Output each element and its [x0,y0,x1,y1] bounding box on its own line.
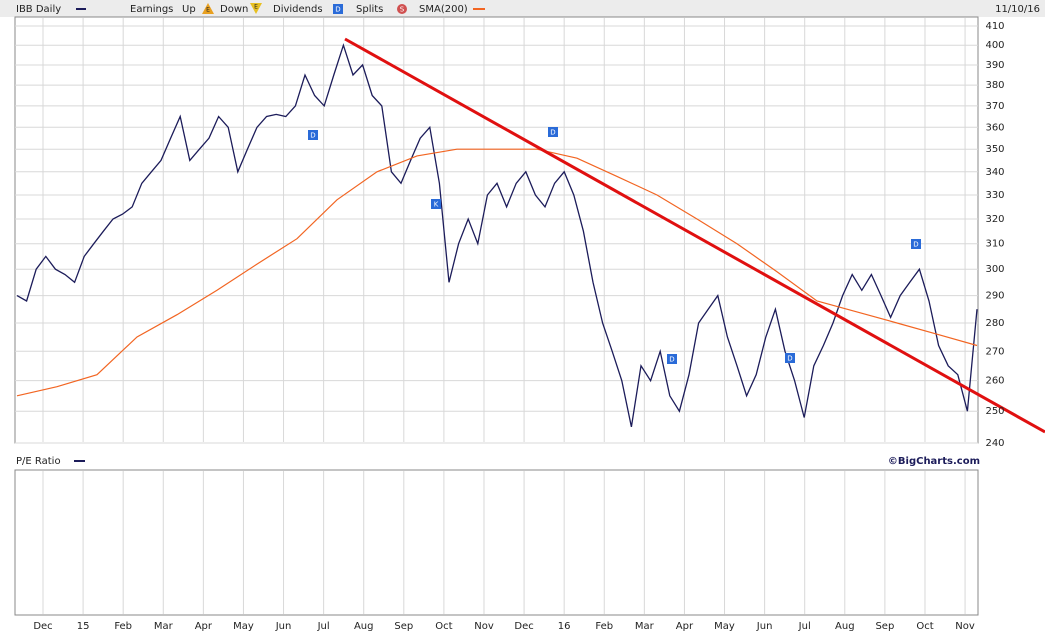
main-panel [14,16,979,444]
x-tick-label: Dec [514,621,533,632]
y-tick-label: 260 [985,376,1004,387]
dividend-icon [333,4,343,14]
dividend-marker-letter: D [787,355,792,363]
dividend-icon-letter: D [335,6,340,14]
title: IBB Daily [16,4,61,15]
y-tick-label: 270 [985,346,1004,357]
dividend-marker-letter: D [310,132,315,140]
split-icon-letter: S [400,6,405,14]
lower-panel [14,469,979,616]
x-tick-label: Feb [595,621,613,632]
x-tick-label: Apr [676,621,694,632]
up-icon-letter: E [206,7,210,14]
x-tick-label: Jul [798,621,811,632]
dividend-marker [548,127,558,137]
y-tick-label: 400 [985,40,1004,51]
x-tick-label: Feb [114,621,132,632]
x-tick-label: Oct [435,621,452,632]
dividend-marker [667,354,677,364]
x-tick-label: Dec [33,621,52,632]
y-tick-label: 300 [985,264,1004,275]
legend-splits: Splits [356,4,383,15]
y-tick-label: 410 [985,21,1004,32]
x-tick-label: Oct [916,621,933,632]
y-tick-label: 290 [985,291,1004,302]
x-tick-label: May [714,621,735,632]
price-line [16,43,978,428]
dividend-marker [431,199,441,209]
y-tick-label: 250 [985,406,1004,417]
y-tick-label: 350 [985,144,1004,155]
x-tick-label: Apr [195,621,213,632]
x-tick-label: Sep [875,621,894,632]
dividend-marker [785,353,795,363]
date: 11/10/16 [995,4,1040,15]
trend-line [344,37,1045,434]
x-tick-label: Aug [835,621,855,632]
x-tick-label: Mar [635,621,655,632]
x-tick-label: Mar [154,621,174,632]
credit: ©BigCharts.com [888,456,980,467]
dividend-marker-letter: D [550,129,555,137]
y-tick-label: 240 [985,438,1004,449]
legend-dividends: Dividends [273,4,323,15]
y-tick-label: 340 [985,167,1004,178]
legend-up: Up [182,4,196,15]
x-tick-label: Nov [955,621,975,632]
legend-down: Down [220,4,248,15]
legend-earnings: Earnings [130,4,173,15]
x-tick-label: Jun [275,621,292,632]
x-tick-label: Nov [474,621,494,632]
y-tick-label: 320 [985,214,1004,225]
y-tick-label: 360 [985,122,1004,133]
x-tick-label: Jul [317,621,330,632]
dividend-marker-letter: D [669,356,674,364]
y-tick-label: 370 [985,101,1004,112]
y-tick-label: 310 [985,239,1004,250]
x-tick-label: 16 [558,621,571,632]
y-tick-label: 280 [985,318,1004,329]
x-tick-label: Sep [394,621,413,632]
down-icon [250,3,262,14]
lower-title: P/E Ratio [16,456,61,467]
x-tick-label: May [233,621,254,632]
x-tick-label: Jun [756,621,773,632]
up-icon [202,3,214,14]
legend-sma: SMA(200) [419,4,468,15]
dividend-marker [911,239,921,249]
x-tick-label: 15 [77,621,90,632]
y-tick-label: 390 [985,60,1004,71]
dividend-marker-letter: K [434,201,439,209]
split-icon [397,4,407,14]
x-tick-label: Aug [354,621,374,632]
dividend-marker [308,130,318,140]
sma-line [16,148,978,397]
down-icon-letter: E [254,4,258,11]
y-tick-label: 330 [985,190,1004,201]
dividend-marker-letter: D [913,241,918,249]
y-tick-label: 380 [985,80,1004,91]
